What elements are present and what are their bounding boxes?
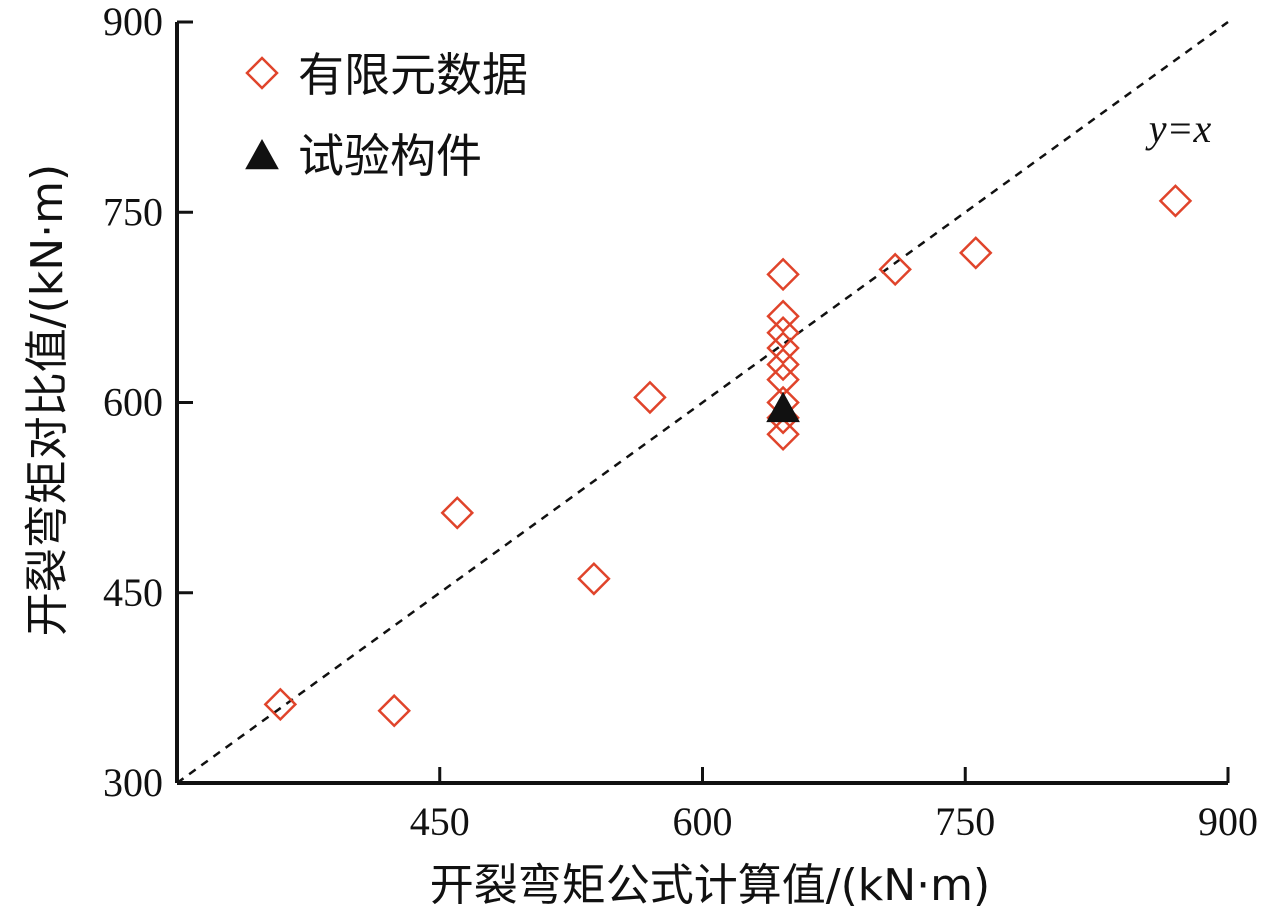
fem-point [766, 417, 800, 451]
reference-line-label: y=x [1145, 106, 1212, 151]
x-tick-label: 900 [1198, 799, 1258, 844]
y-axis-label: 开裂弯矩对比值/(kN·m) [22, 164, 73, 636]
data-points [263, 184, 1193, 728]
tick-marks [177, 20, 1230, 785]
fem-point [263, 687, 298, 722]
legend-marker-fem [245, 56, 279, 90]
reference-line [176, 20, 1229, 785]
legend-label-test: 试验构件 [298, 129, 482, 183]
fem-point [1158, 184, 1193, 218]
legend: 有限元数据 试验构件 [245, 48, 528, 183]
fem-point [766, 257, 800, 292]
y-tick-label: 600 [103, 380, 163, 425]
legend-triangle [245, 138, 279, 170]
fem-point [766, 347, 800, 382]
fem-point [440, 496, 475, 530]
x-tick-label: 450 [410, 799, 470, 844]
legend-diamond [245, 56, 279, 90]
legend-label-fem: 有限元数据 [298, 48, 528, 102]
x-tick-label: 750 [935, 799, 995, 844]
legend-marker-test [245, 138, 279, 170]
x-axis-label: 开裂弯矩公式计算值/(kN·m) [430, 860, 990, 911]
test-point [766, 391, 800, 423]
fem-point [633, 380, 667, 415]
x-tick-label: 600 [673, 799, 733, 844]
y-tick-label: 750 [103, 189, 163, 234]
fem-point [377, 693, 411, 728]
y-tick-label: 300 [103, 760, 163, 805]
y-tick-label: 900 [103, 0, 163, 44]
y-tick-label: 450 [103, 570, 163, 615]
fem-point [878, 252, 912, 287]
tick-labels: 300 450 600 750 900 450 600 750 900 [103, 0, 1258, 844]
fem-point [958, 236, 993, 270]
fem-point [577, 562, 611, 596]
